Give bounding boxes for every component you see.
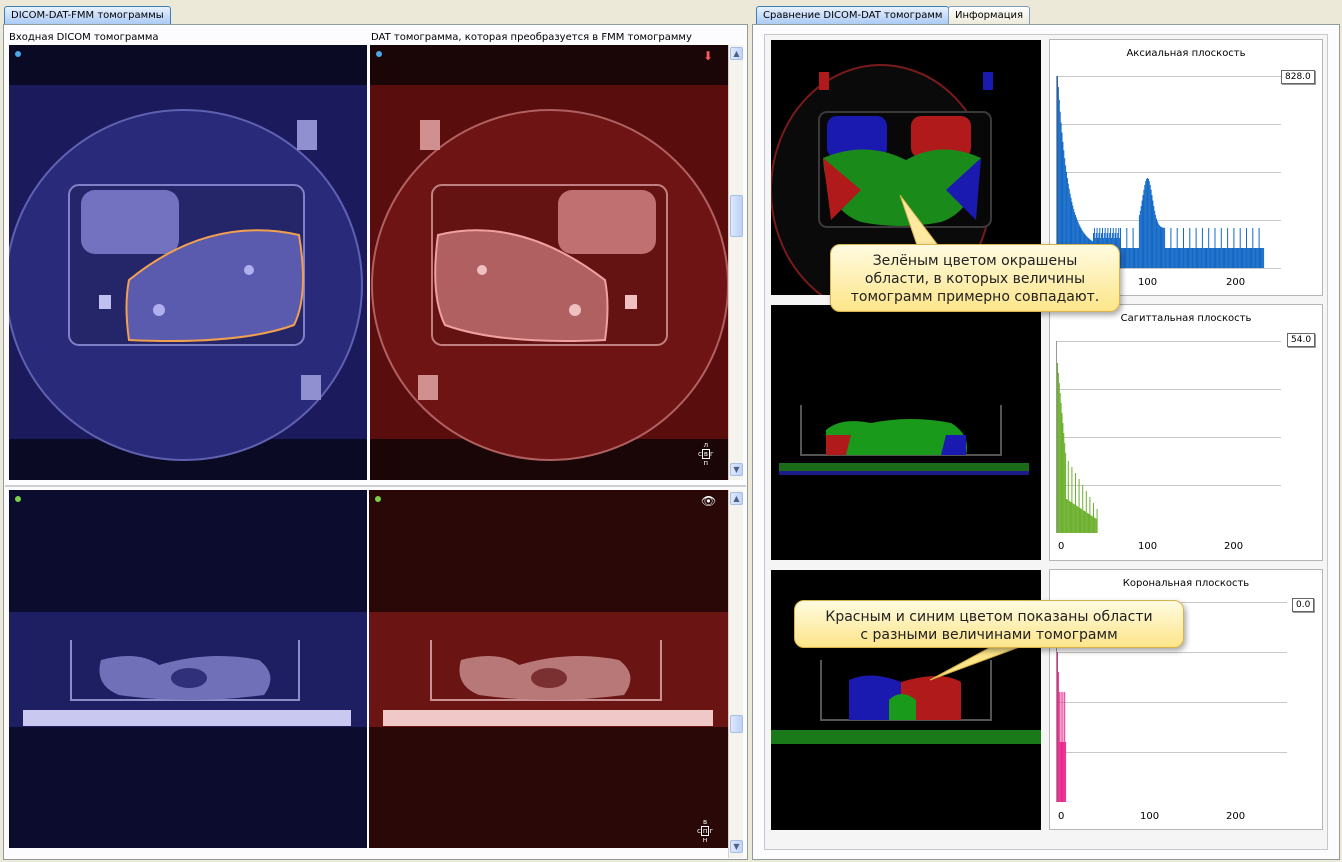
arrow-down-icon[interactable]: ⬇ xyxy=(703,49,714,63)
axis-tick-label: 100 xyxy=(1138,541,1158,552)
tab-compare-dicom-dat[interactable]: Сравнение DICOM-DAT томограмм xyxy=(756,6,950,25)
tab-info[interactable]: Информация xyxy=(948,6,1031,25)
status-dot-icon xyxy=(376,51,382,57)
status-dot-icon xyxy=(375,496,381,502)
histogram-max-value: 828.0 xyxy=(1281,70,1315,84)
scroll-up-icon[interactable]: ▲ xyxy=(730,492,743,505)
axis-tick-label: 0 xyxy=(1058,541,1065,552)
bottom-view-scrollbar[interactable]: ▲ ▼ xyxy=(728,490,743,858)
status-dot-icon xyxy=(15,51,21,57)
histogram-title: Сагиттальная плоскость xyxy=(1120,313,1252,324)
tab-dicom-dat-fmm[interactable]: DICOM-DAT-FMM томограммы xyxy=(4,6,171,25)
dat-tomogram-label: DAT томограмма, которая преобразуется в … xyxy=(371,32,692,43)
histogram-plot xyxy=(1056,341,1281,533)
axial-histogram[interactable]: Аксиальная плоскость 828.0 100 200 xyxy=(1049,39,1323,296)
scroll-up-icon[interactable]: ▲ xyxy=(730,47,743,60)
dicom-coronal-view[interactable] xyxy=(9,490,367,848)
callout-red-blue-areas: Красным и синим цветом показаны области … xyxy=(794,600,1184,648)
axis-tick-label: 200 xyxy=(1226,277,1246,288)
scroll-down-icon[interactable]: ▼ xyxy=(730,463,743,476)
histogram-max-value: 0.0 xyxy=(1292,598,1315,612)
axis-tick-label: 200 xyxy=(1226,811,1246,822)
input-dicom-label: Входная DICOM томограмма xyxy=(9,32,159,43)
scroll-thumb[interactable] xyxy=(730,715,743,733)
histogram-title: Корональная плоскость xyxy=(1122,578,1250,589)
axis-tick-label: 100 xyxy=(1140,811,1160,822)
dicom-axial-view[interactable] xyxy=(9,45,367,480)
axis-tick-label: 200 xyxy=(1224,541,1244,552)
scroll-down-icon[interactable]: ▼ xyxy=(730,840,743,853)
scroll-thumb[interactable] xyxy=(730,195,743,237)
view-divider xyxy=(5,485,746,487)
sagittal-compare-view[interactable] xyxy=(771,305,1041,560)
callout-green-areas: Зелёным цветом окрашены области, в котор… xyxy=(830,244,1120,312)
eye-icon[interactable]: 👁 xyxy=(701,494,717,508)
sagittal-histogram[interactable]: Сагиттальная плоскость 54.0 0 100 200 xyxy=(1049,304,1323,561)
status-dot-icon xyxy=(15,496,21,502)
top-view-scrollbar[interactable]: ▲ ▼ xyxy=(728,45,743,480)
axis-tick-label: 100 xyxy=(1138,277,1158,288)
histogram-max-value: 54.0 xyxy=(1287,333,1316,347)
axis-tick-label: 0 xyxy=(1058,811,1065,822)
histogram-title: Аксиальная плоскость xyxy=(1126,48,1246,59)
